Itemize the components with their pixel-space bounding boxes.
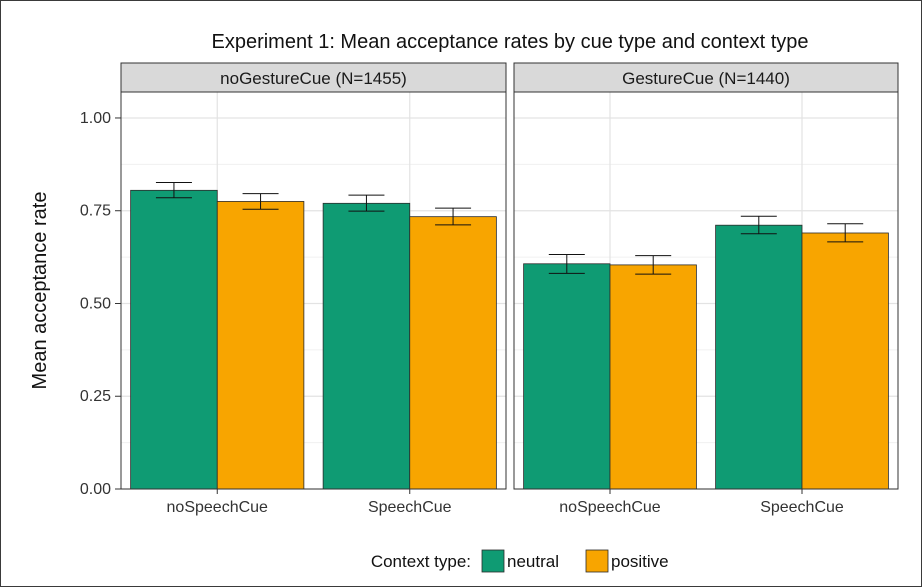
y-tick-label: 0.50	[80, 295, 111, 312]
panel-border	[513, 91, 899, 490]
facet-strip	[120, 62, 507, 93]
legend-label-positive: positive	[611, 552, 669, 571]
plot-layer: 0.00 0.25 0.50 0.75 1.00 noGestureCue (N=1455…	[80, 62, 899, 516]
x-tick-label: noSpeechCue	[167, 499, 269, 516]
legend-label-neutral: neutral	[507, 552, 559, 571]
facet-strip-label: GestureCue (N=1440)	[622, 69, 790, 88]
x-tick-label: SpeechCue	[368, 499, 452, 516]
bar-positive	[216, 201, 305, 490]
x-tick-label: SpeechCue	[760, 499, 844, 516]
x-tick-label: noSpeechCue	[559, 499, 661, 516]
bar-positive	[609, 264, 697, 490]
y-axis-title: Mean acceptance rate	[29, 192, 51, 390]
bar-positive	[409, 216, 497, 490]
y-tick-label: 1.00	[80, 110, 111, 127]
legend-key-positive	[585, 549, 609, 573]
facet-panel-1: GestureCue (N=1440) noSpeechCue SpeechCue	[513, 62, 899, 516]
legend: Context type: neutral positive	[371, 549, 669, 573]
legend-key-neutral	[481, 549, 505, 573]
bar-neutral	[322, 202, 411, 490]
y-tick-label: 0.75	[80, 203, 111, 220]
panel-border	[120, 91, 507, 490]
bar-neutral	[715, 224, 803, 490]
facet-panel-0: noGestureCue (N=1455) noSpeechCue SpeechCu…	[120, 62, 507, 516]
chart-title: Experiment 1: Mean acceptance rates by c…	[211, 31, 808, 53]
facet-strip	[513, 62, 899, 93]
y-tick-label: 0.00	[80, 481, 111, 498]
bar-neutral	[130, 189, 218, 490]
bar-neutral	[523, 263, 611, 490]
y-tick-label: 0.25	[80, 388, 111, 405]
legend-title: Context type:	[371, 552, 471, 571]
facet-strip-label: noGestureCue (N=1455)	[220, 69, 407, 88]
bar-positive	[801, 232, 889, 490]
